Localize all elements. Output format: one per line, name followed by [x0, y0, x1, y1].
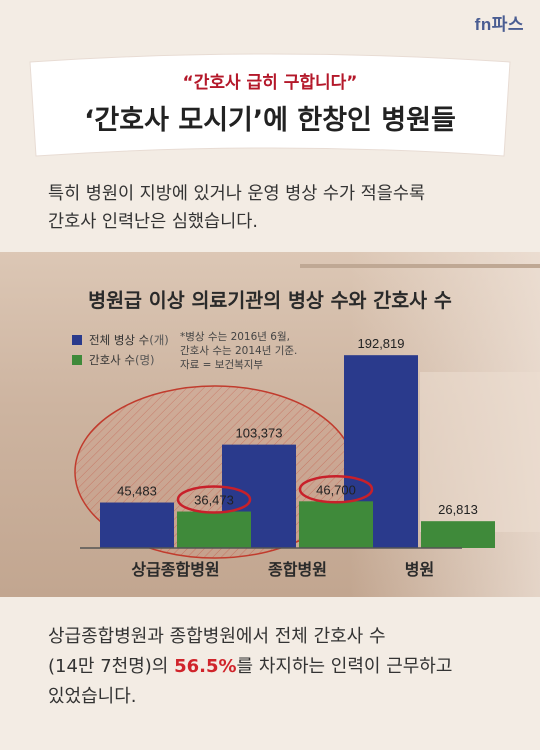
legend-swatch-beds: [72, 335, 82, 345]
closing-line-3: 있었습니다.: [48, 686, 137, 707]
note-line-1: *병상 수는 2016년 6월,: [180, 331, 290, 343]
title-banner: “간호사 급히 구합니다” ‘간호사 모시기’에 한창인 병원들: [22, 52, 518, 164]
closing-text: 상급종합병원과 종합병원에서 전체 간호사 수 (14만 7천명)의 56.5%…: [48, 622, 518, 712]
value-label-beds-0: 45,483: [117, 484, 157, 499]
legend-unit-nurses: (명): [134, 353, 155, 367]
legend-item-nurses: 간호사 수 (명): [72, 350, 169, 370]
closing-highlight-percent: 56.5%: [174, 656, 237, 677]
value-circle-0: [176, 485, 252, 514]
value-label-beds-1: 103,373: [236, 426, 283, 441]
legend-item-beds: 전체 병상 수 (개): [72, 330, 169, 350]
closing-line-1: 상급종합병원과 종합병원에서 전체 간호사 수: [48, 626, 386, 647]
note-line-2: 간호사 수는 2014년 기준.: [180, 345, 298, 357]
background-curtain-decor: [420, 372, 540, 532]
chart-legend: 전체 병상 수 (개) 간호사 수 (명): [72, 330, 169, 370]
intro-line-1: 특히 병원이 지방에 있거나 운영 병상 수가 적을수록: [48, 184, 426, 204]
value-label-nurses-1: 46,700: [316, 482, 356, 497]
value-label-nurses-2: 26,813: [438, 502, 478, 517]
legend-unit-beds: (개): [149, 333, 169, 347]
background-rail-decor: [300, 264, 540, 268]
bar-nurses-0: [177, 511, 251, 548]
closing-line-2-after: 를 차지하는 인력이 근무하고: [236, 656, 453, 677]
value-label-beds-2: 192,819: [358, 336, 405, 351]
bar-nurses-2: [421, 521, 495, 548]
value-label-nurses-0: 36,473: [194, 493, 234, 508]
category-label-0: 상급종합병원: [131, 560, 219, 579]
category-label-2: 병원: [405, 560, 434, 579]
bar-chart: 45,483 103,373 192,819 36,473 46,700 26,813 상급…: [74, 336, 495, 579]
closing-line-2: (14만 7천명)의 56.5%를 차지하는 인력이 근무하고: [48, 652, 518, 682]
banner-shape: [29, 53, 511, 157]
banner-subtitle: “간호사 급히 구합니다”: [182, 73, 358, 93]
intro-line-2: 간호사 인력난은 심했습니다.: [48, 212, 258, 232]
bar-beds-0: [100, 502, 174, 548]
legend-swatch-nurses: [72, 355, 82, 365]
value-circle-1: [298, 475, 374, 504]
fnpass-logo: fn파스: [474, 15, 524, 34]
legend-label-beds: 전체 병상 수: [89, 333, 150, 347]
closing-line-2-before: (14만 7천명)의: [48, 656, 175, 677]
chart-source-note: *병상 수는 2016년 6월, 간호사 수는 2014년 기준. 자료 = 보…: [180, 330, 297, 372]
banner-title: ‘간호사 모시기’에 한창인 병원들: [84, 105, 456, 136]
category-label-1: 종합병원: [268, 560, 327, 579]
note-line-3: 자료 = 보건복지부: [180, 359, 264, 371]
chart-title: 병원급 이상 의료기관의 병상 수와 간호사 수: [88, 289, 452, 312]
intro-text: 특히 병원이 지방에 있거나 운영 병상 수가 적을수록 간호사 인력난은 심했…: [48, 180, 508, 236]
legend-label-nurses: 간호사 수: [89, 353, 135, 367]
bar-nurses-1: [299, 501, 373, 548]
